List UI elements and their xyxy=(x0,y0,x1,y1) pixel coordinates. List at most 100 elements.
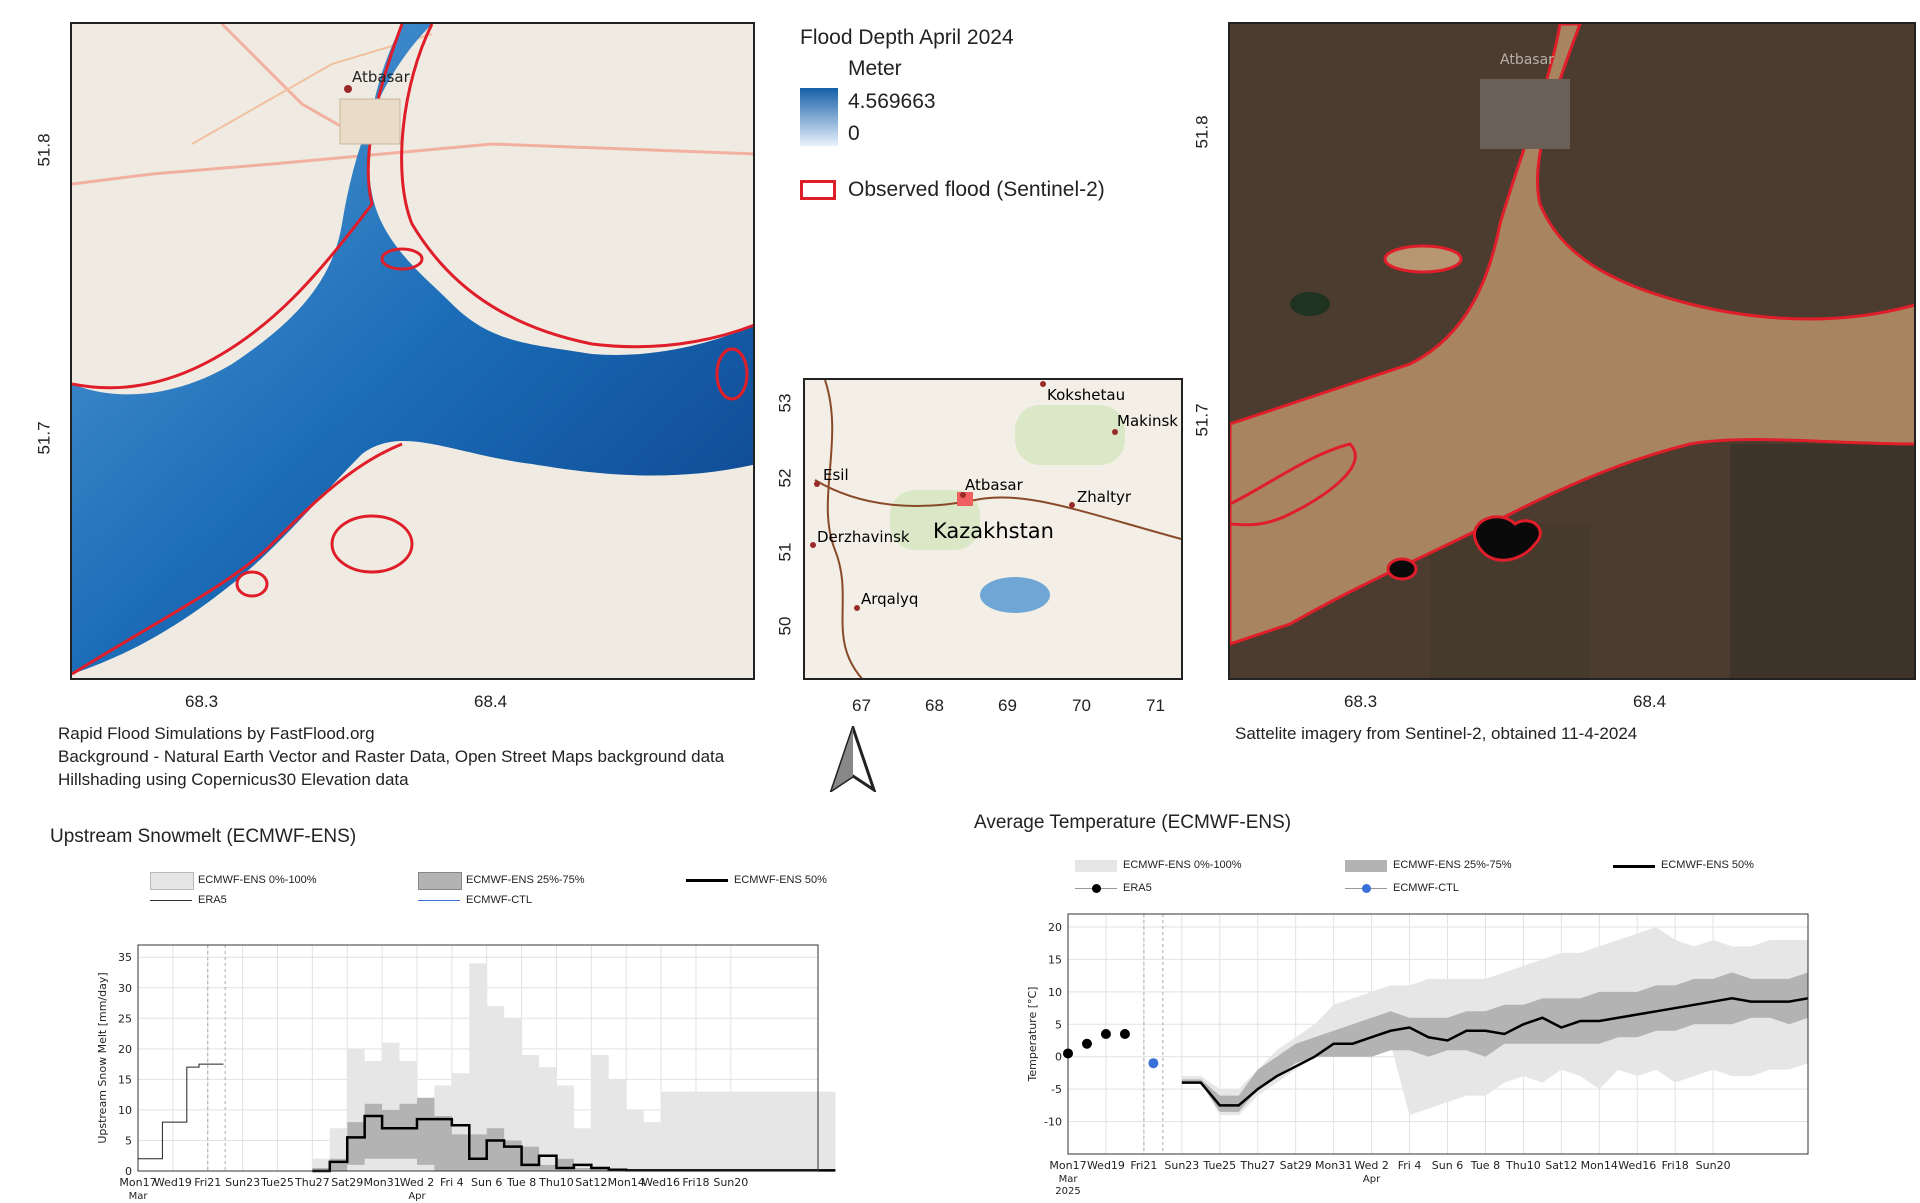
dark-lake xyxy=(1473,515,1542,562)
inset-y-tick: 53 xyxy=(775,393,795,413)
town-label: Atbasar xyxy=(1500,52,1554,68)
x-tick-label: Thu10 xyxy=(538,1176,574,1189)
y-tick-label: 10 xyxy=(118,1104,132,1117)
town-area xyxy=(1480,79,1570,149)
x-tick-label: Tue25 xyxy=(260,1176,294,1189)
x-tick-label: Thu10 xyxy=(1505,1159,1541,1172)
x-tick-label: Sat12 xyxy=(1545,1159,1577,1172)
x-tick-label: Fri21 xyxy=(1130,1159,1157,1172)
x-tick-label: Wed19 xyxy=(1087,1159,1125,1172)
inset-location-map[interactable]: Kokshetau Makinsk Esil Atbasar Zhaltyr D… xyxy=(803,378,1183,680)
sat-map-x-tick: 68.4 xyxy=(1633,692,1667,711)
satellite-caption: Sattelite imagery from Sentinel-2, obtai… xyxy=(1235,724,1638,743)
x-tick-label: Fri21 xyxy=(194,1176,221,1189)
town-area xyxy=(339,98,401,145)
town-label: Atbasar xyxy=(352,68,411,86)
inset-map-canvas: Kokshetau Makinsk Esil Atbasar Zhaltyr D… xyxy=(810,380,1181,678)
legend-swatch-range xyxy=(1075,860,1117,872)
x-tick-label: Sat29 xyxy=(331,1176,363,1189)
x-tick-label: Tue 8 xyxy=(1470,1159,1500,1172)
x-tick-label: Tue 8 xyxy=(506,1176,536,1189)
inset-x-tick: 67 xyxy=(852,696,871,715)
city-label: Atbasar xyxy=(965,476,1024,494)
ens-iqr-band xyxy=(312,1097,836,1171)
border-line xyxy=(824,380,863,678)
x-tick-label: Fri 4 xyxy=(440,1176,464,1189)
snowmelt-chart-title: Upstream Snowmelt (ECMWF-ENS) xyxy=(50,826,357,847)
depth-color-ramp xyxy=(800,88,838,146)
x-tick-label: Mon31 xyxy=(1315,1159,1352,1172)
legend-swatch-range xyxy=(150,872,194,890)
y-tick-label: 5 xyxy=(125,1134,132,1147)
x-tick-label: Sat29 xyxy=(1280,1159,1312,1172)
flood-water xyxy=(1230,24,1914,646)
y-tick-label: -5 xyxy=(1051,1083,1062,1096)
legend-swatch-median xyxy=(686,879,728,882)
y-tick-label: 10 xyxy=(1048,986,1062,999)
x-tick-label: Thu27 xyxy=(1239,1159,1275,1172)
inset-x-tick: 70 xyxy=(1072,696,1091,715)
observed-flood-outline xyxy=(400,24,753,349)
legend-marker-era5 xyxy=(1092,884,1101,893)
inset-y-tick: 50 xyxy=(775,616,795,636)
y-tick-label: 15 xyxy=(118,1073,132,1086)
x-sub-label: Mar xyxy=(129,1191,149,1202)
sat-map-x-tick: 68.3 xyxy=(1344,692,1378,711)
flood-depth-map-canvas: Atbasar xyxy=(72,24,753,678)
temperature-chart-title: Average Temperature (ECMWF-ENS) xyxy=(974,812,1292,833)
border-line xyxy=(814,479,1181,540)
legend-title: Flood Depth April 2024 xyxy=(800,26,1014,49)
x-tick-label: Thu27 xyxy=(294,1176,330,1189)
legend-swatch-median xyxy=(1613,865,1655,868)
plot-frame xyxy=(137,944,819,1172)
x-tick-label: Fri 4 xyxy=(1398,1159,1422,1172)
x-tick-label: Sun20 xyxy=(713,1176,748,1189)
y-tick-label: 20 xyxy=(118,1043,132,1056)
credit-line: Rapid Flood Simulations by FastFlood.org xyxy=(58,724,375,743)
flood-pond xyxy=(1383,244,1463,274)
city-label: Kokshetau xyxy=(1047,386,1125,404)
dark-pond xyxy=(1290,292,1330,316)
country-label: Kazakhstan xyxy=(933,519,1054,543)
y-tick-label: 5 xyxy=(1055,1018,1062,1031)
x-tick-label: Wed 2 xyxy=(1354,1159,1388,1172)
era5-line xyxy=(138,1063,224,1160)
legend-observed: Observed flood (Sentinel-2) xyxy=(848,178,1105,201)
x-tick-label: Sat12 xyxy=(575,1176,607,1189)
legend-swatch-ctl xyxy=(418,900,460,901)
observed-flood-outline xyxy=(235,570,269,598)
y-axis-label: Upstream Snow Melt [mm/day] xyxy=(96,972,109,1143)
map-credits: Rapid Flood Simulations by FastFlood.org… xyxy=(58,722,724,791)
satellite-map[interactable]: Atbasar xyxy=(1228,22,1916,680)
lake xyxy=(980,577,1050,613)
observed-flood-outline xyxy=(330,514,414,574)
map-legend: Flood Depth April 2024 Meter 4.569663 0 … xyxy=(800,22,1160,212)
legend-label: ERA5 xyxy=(1123,882,1152,894)
north-arrow-icon xyxy=(829,726,877,792)
x-tick-label: Sun23 xyxy=(225,1176,260,1189)
sat-map-y-tick: 51.8 xyxy=(1192,115,1212,149)
x-tick-label: Wed 2 xyxy=(400,1176,434,1189)
legend-label: ECMWF-ENS 25%-75% xyxy=(1393,859,1512,871)
y-tick-label: 0 xyxy=(125,1165,132,1178)
legend-marker-ctl xyxy=(1362,884,1371,893)
city-label: Esil xyxy=(823,466,849,484)
flood-extent xyxy=(72,24,753,674)
legend-label: ECMWF-ENS 50% xyxy=(1661,859,1754,871)
y-tick-label: 25 xyxy=(118,1012,132,1025)
road xyxy=(72,142,753,186)
inset-x-tick: 71 xyxy=(1146,696,1165,715)
legend-unit: Meter xyxy=(848,57,902,80)
legend-swatch-iqr xyxy=(418,872,462,890)
x-tick-label: Sun 6 xyxy=(1432,1159,1463,1172)
green-area xyxy=(1015,405,1125,465)
left-map-x-tick: 68.3 xyxy=(185,692,219,711)
inset-y-tick: 51 xyxy=(775,542,795,562)
flood-depth-map[interactable]: Atbasar xyxy=(70,22,755,680)
x-tick-label: Sun 6 xyxy=(471,1176,502,1189)
y-tick-label: 35 xyxy=(118,951,132,964)
x-tick-label: Wed16 xyxy=(1618,1159,1656,1172)
x-tick-label: Mon14 xyxy=(1581,1159,1618,1172)
